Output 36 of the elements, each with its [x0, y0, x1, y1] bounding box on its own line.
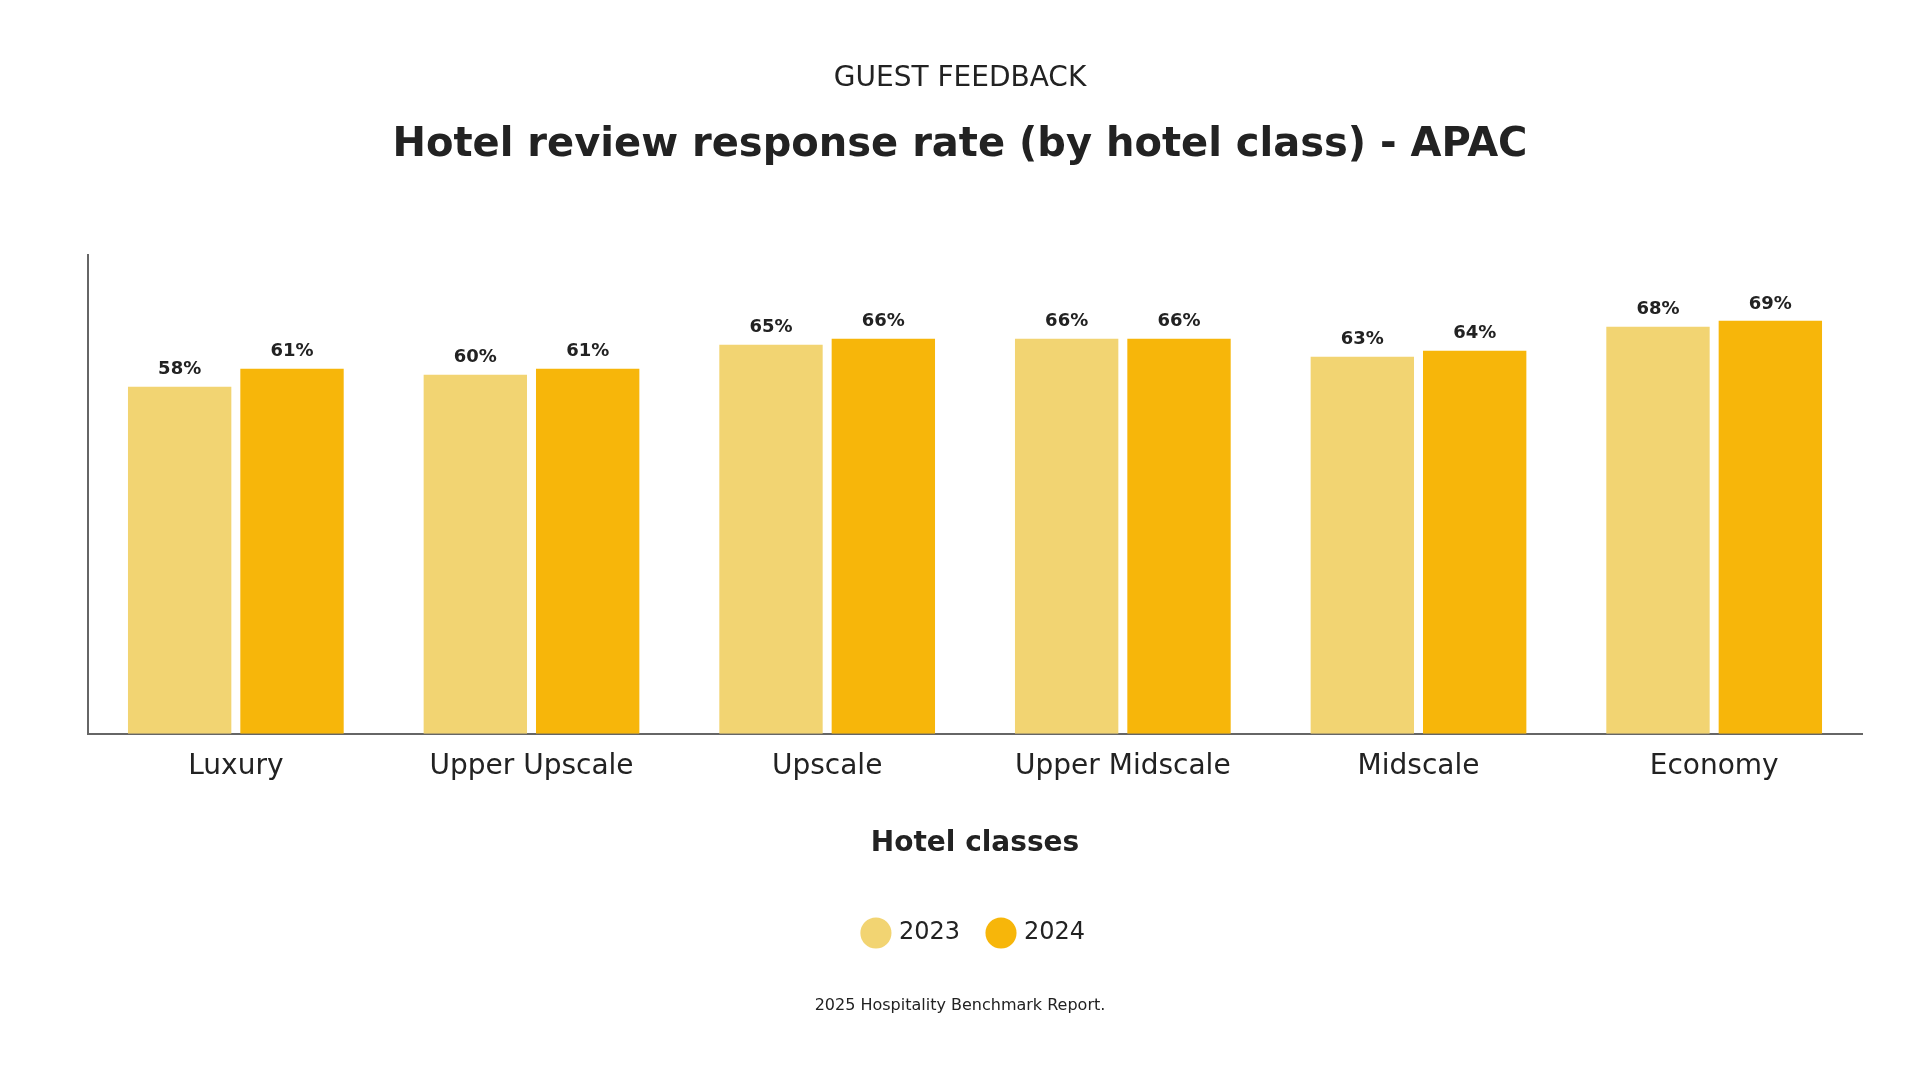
x-tick-label: Upper Upscale [429, 747, 634, 781]
bar [127, 386, 232, 734]
x-tick-label: Upscale [771, 747, 883, 781]
x-tick-label: Economy [1649, 747, 1779, 781]
legend-label: 2024 [1024, 917, 1086, 946]
bar [1606, 326, 1710, 734]
data-label: 64% [1453, 321, 1497, 343]
x-tick-label: Luxury [188, 747, 284, 781]
data-label: 66% [1157, 309, 1201, 331]
bar [719, 344, 823, 734]
x-tick-label: Upper Midscale [1015, 747, 1231, 781]
x-axis-title: Hotel classes [870, 825, 1080, 859]
bar [535, 368, 640, 734]
data-label: 66% [861, 309, 905, 331]
data-label: 61% [566, 339, 610, 361]
chart-subtitle: GUEST FEEDBACK [832, 60, 1088, 93]
bar [1718, 320, 1823, 734]
bar [423, 374, 528, 734]
data-label: 61% [270, 339, 314, 361]
chart-title: Hotel review response rate (by hotel class) - APAC [391, 119, 1529, 165]
bar [831, 338, 936, 734]
bar [1310, 356, 1415, 734]
bar [240, 368, 344, 734]
data-label: 68% [1636, 297, 1680, 319]
x-tick-label: Midscale [1357, 747, 1480, 781]
data-label: 66% [1045, 309, 1089, 331]
bar [1422, 350, 1527, 734]
data-label: 69% [1748, 291, 1792, 313]
data-label: 58% [158, 357, 202, 379]
bar [1127, 338, 1231, 734]
text: 2025 Hospitality Benchmark Report. [813, 995, 1107, 1014]
data-label: 60% [453, 345, 497, 367]
legend-label: 2023 [898, 917, 960, 946]
bar [1014, 338, 1119, 734]
data-label: 63% [1340, 327, 1384, 349]
data-label: 65% [749, 315, 793, 337]
